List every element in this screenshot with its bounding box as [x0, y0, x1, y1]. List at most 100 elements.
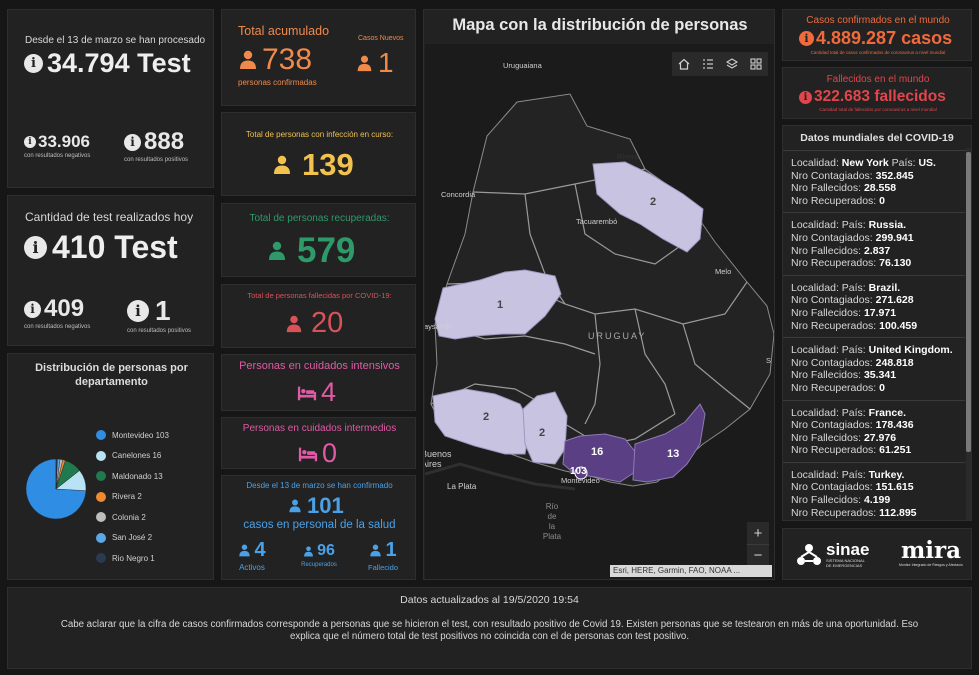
tests-total: 34.794 Test [47, 48, 191, 78]
legend-label: Rio Negro 1 [112, 553, 155, 563]
locality-label: Localidad: [791, 219, 842, 232]
world-list-item[interactable]: Localidad: País: United Kingdom. Nro Cont… [783, 338, 965, 401]
footer-panel: Datos actualizados al 19/5/2020 19:54 Ca… [7, 587, 972, 669]
legend-label: Montevideo 103 [112, 430, 169, 440]
footer-updated: Datos actualizados al 19/5/2020 19:54 [400, 594, 579, 606]
health-active-label: Activos [239, 563, 265, 572]
legend-list-icon[interactable] [702, 58, 714, 70]
country-value: France. [868, 406, 907, 419]
zoom-in-button[interactable]: + [747, 522, 769, 545]
tests-today-positives: 1 [155, 295, 171, 326]
locality-label: Localidad: [791, 344, 842, 357]
pie-legend-item[interactable]: Canelones 16 [96, 446, 169, 467]
person-icon [370, 544, 382, 557]
info-icon: i [124, 133, 141, 151]
legend-swatch [96, 532, 106, 543]
pie-legend-item[interactable]: Rio Negro 1 [96, 548, 169, 569]
pie-legend-item[interactable]: San José 2 [96, 528, 169, 549]
zoom-out-button[interactable]: − [753, 547, 763, 564]
country-label: País: [841, 344, 869, 357]
place-uruguay: URUGUAY [588, 331, 647, 341]
sinae-logo-sub1: SISTEMA NACIONAL [826, 558, 865, 563]
map-canvas[interactable]: Uruguaiana Rivera Concordia Tacuarembó M… [425, 44, 774, 579]
world-list-item[interactable]: Localidad: País: France. Nro Contagiados:… [783, 401, 965, 463]
fallecidos-value: 35.341 [863, 369, 897, 382]
scrollbar[interactable] [966, 148, 971, 520]
zoom-controls: + − [747, 522, 769, 568]
map-toolbar [672, 52, 768, 76]
locality-label: Localidad: [791, 468, 842, 481]
recovered-title: Total de personas recuperadas: [249, 213, 390, 224]
pie-panel: Distribución de personas por departament… [7, 353, 214, 580]
world-confirmed-sub: Cantidad total de casos confirmados de c… [810, 50, 946, 55]
legend-label: Canelones 16 [112, 451, 162, 461]
department-maldonado[interactable] [632, 403, 706, 483]
map-attribution[interactable]: Esri, HERE, Garmin, FAO, NOAA ... [610, 565, 772, 577]
legend-swatch [96, 512, 106, 523]
contagiados-label: Nro Contagiados: [791, 231, 876, 244]
deceased-title: Total de personas fallecidas por COVID-1… [247, 291, 392, 300]
info-icon: i [24, 236, 47, 259]
cumulative-value: 738 [262, 43, 313, 76]
legend-label: Maldonado 13 [112, 471, 163, 481]
tests-negatives: 33.906 [38, 132, 90, 151]
country-value: Brazil. [868, 281, 901, 294]
world-list-item[interactable]: Localidad: País: Brazil. Nro Contagiados:… [783, 276, 965, 339]
count-canelones: 16 [591, 446, 604, 458]
person-icon [240, 50, 256, 69]
world-list[interactable]: Localidad: New York País: US. Nro Contagi… [783, 151, 965, 520]
pie-legend-item[interactable]: Montevideo 103 [96, 425, 169, 446]
world-confirmed-title: Casos confirmados en el mundo [806, 15, 950, 26]
tests-panel: Desde el 13 de marzo se han procesado i … [7, 9, 214, 188]
fallecidos-label: Nro Fallecidos: [791, 369, 864, 382]
place-concordia: Concordia [441, 190, 476, 199]
fallecidos-label: Nro Fallecidos: [791, 494, 864, 507]
world-deaths-sub: Cantidad total de fallecidos por coronav… [819, 107, 937, 112]
department-rivera[interactable] [592, 161, 704, 253]
intermediate-title: Personas en cuidados intermedios [242, 423, 397, 434]
place-rivera: Rivera [617, 152, 639, 161]
pie-legend-item[interactable]: Colonia 2 [96, 507, 169, 528]
department-colonia[interactable] [432, 388, 531, 455]
count-montevideo: 103 [570, 466, 587, 477]
contagiados-label: Nro Contagiados: [791, 419, 876, 432]
legend-swatch [96, 450, 106, 461]
world-confirmed-value: 4.889.287 casos [816, 28, 953, 48]
cumulative-sub: personas confirmadas [238, 78, 317, 87]
pie-title-line1: Distribución de personas por [35, 362, 188, 374]
recuperados-value: 112.895 [879, 506, 917, 519]
person-icon [274, 155, 290, 174]
world-list-item[interactable]: Localidad: País: Russia. Nro Contagiados:… [783, 213, 965, 276]
department-paysandu[interactable] [434, 269, 562, 340]
world-list-panel: Datos mundiales del COVID-19 Localidad: … [782, 125, 972, 521]
place-la-plata: La Plata [447, 482, 477, 491]
world-list-item[interactable]: Localidad: País: Turkey. Nro Contagiados:… [783, 463, 965, 520]
world-list-item[interactable]: Localidad: New York País: US. Nro Contagi… [783, 151, 965, 214]
fallecidos-label: Nro Fallecidos: [791, 306, 864, 319]
locality-label: Localidad: [791, 281, 842, 294]
world-deaths-panel: Fallecidos en el mundo i 322.683 falleci… [782, 67, 972, 119]
department-montevideo[interactable] [574, 466, 588, 480]
sinae-logo-sub2: DE EMERGENCIAS [826, 563, 863, 568]
pie-slice[interactable] [25, 458, 87, 520]
place-uruguaiana: Uruguaiana [503, 61, 542, 70]
count-paysandu: 1 [497, 299, 504, 311]
legend-swatch [96, 430, 106, 441]
pie-legend-item[interactable]: Maldonado 13 [96, 466, 169, 487]
layers-icon[interactable] [726, 58, 738, 70]
home-icon[interactable] [678, 58, 690, 70]
pie-slice[interactable] [55, 458, 58, 490]
recuperados-value: 76.130 [879, 257, 912, 270]
tests-today-negatives-label: con resultados negativos [24, 324, 91, 330]
fallecidos-label: Nro Fallecidos: [791, 431, 864, 444]
pie-chart[interactable] [21, 454, 91, 524]
place-paysandu: Paysandú [425, 322, 453, 331]
basemap-grid-icon[interactable] [750, 58, 762, 70]
world-deaths-title: Fallecidos en el mundo [826, 74, 930, 85]
scrollbar-thumb[interactable] [966, 152, 971, 452]
place-tacuarembo: Tacuarembó [576, 217, 618, 226]
map-panel: Mapa con la distribución de personas [423, 9, 775, 580]
logos-panel: sinae SISTEMA NACIONAL DE EMERGENCIAS mi… [782, 528, 972, 580]
pie-legend-item[interactable]: Rivera 2 [96, 487, 169, 508]
recuperados-label: Nro Recuperados: [791, 319, 880, 332]
